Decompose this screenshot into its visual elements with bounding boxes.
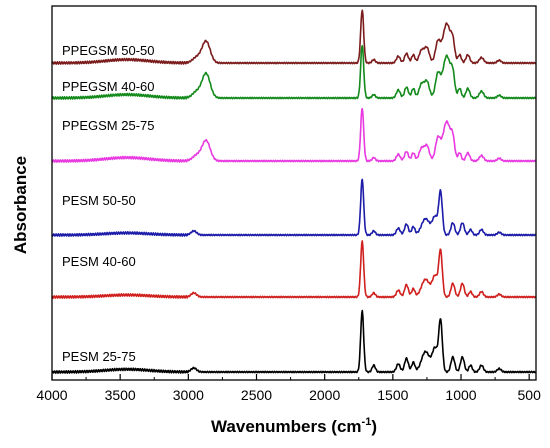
spectrum-pesm-50-50 [51, 178, 536, 237]
x-tick-label: 1500 [377, 387, 408, 403]
spectrum-pesm-40-60 [51, 240, 537, 299]
x-tick-label: 500 [518, 387, 542, 403]
x-tick-label: 4000 [36, 387, 67, 403]
spectrum-ppegsm-40-60 [51, 45, 537, 100]
plot-frame [51, 5, 537, 381]
y-axis-title: Absorbance [11, 156, 30, 254]
series-label-pesm-50-50: PESM 50-50 [62, 193, 136, 208]
x-axis-ticks: 4000 3500 3000 2500 2000 1500 1000 500 [36, 374, 541, 403]
series-label-pesm-40-60: PESM 40-60 [62, 254, 136, 269]
x-axis-title-close: ) [371, 417, 377, 436]
series-label-ppegsm-50-50: PPEGSM 50-50 [62, 43, 155, 58]
x-tick-label: 1000 [445, 387, 476, 403]
spectrum-ppegsm-25-75 [51, 107, 537, 163]
x-tick-label: 3000 [173, 387, 204, 403]
x-axis-title-sup: -1 [362, 416, 372, 428]
series-labels: PPEGSM 50-50 PPEGSM 40-60 PPEGSM 25-75 PESM… [62, 43, 155, 364]
x-tick-label: 3500 [105, 387, 136, 403]
series-label-pesm-25-75: PESM 25-75 [62, 349, 136, 364]
spectrum-pesm-25-75 [51, 309, 537, 374]
x-tick-label: 2500 [241, 387, 272, 403]
x-axis-title-main: Wavenumbers (cm [211, 417, 362, 436]
spectra-layer [51, 9, 537, 374]
x-tick-label: 2000 [309, 387, 340, 403]
series-label-ppegsm-40-60: PPEGSM 40-60 [62, 79, 155, 94]
x-axis-title: Wavenumbers (cm-1) [211, 416, 377, 436]
spectrum-ppegsm-50-50 [51, 9, 536, 65]
series-label-ppegsm-25-75: PPEGSM 25-75 [62, 118, 155, 133]
